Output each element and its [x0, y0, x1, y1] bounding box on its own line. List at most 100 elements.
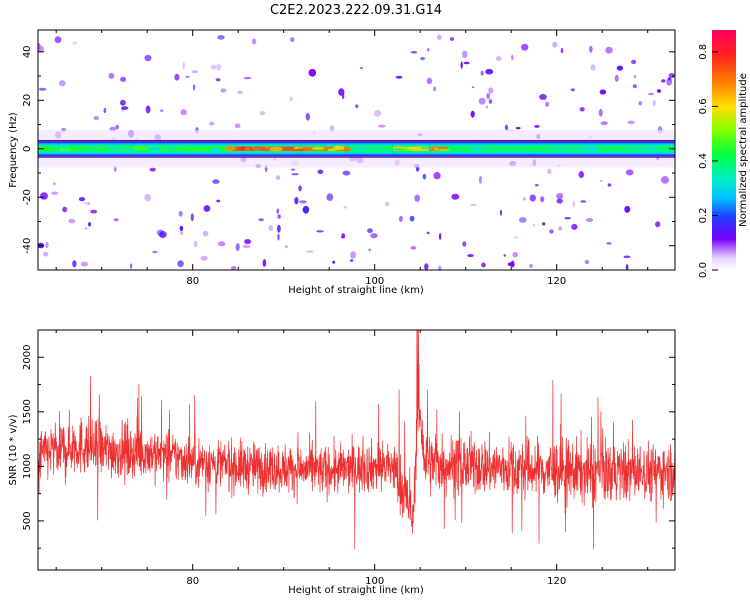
- noise-speckle: [666, 78, 673, 86]
- noise-speckle: [203, 205, 211, 212]
- snr-panel: 80 100 120 500 1000 1500 2000 Height of straig…: [8, 329, 676, 596]
- noise-speckle: [360, 67, 363, 70]
- band-hotspot: [421, 147, 433, 150]
- noise-speckle: [511, 54, 514, 61]
- noise-speckle: [606, 242, 612, 245]
- spectrogram-frame: [37, 29, 676, 271]
- noise-speckle: [515, 126, 521, 130]
- band-hotspot: [44, 147, 54, 151]
- noise-speckle: [218, 241, 226, 247]
- noise-speckle: [341, 93, 345, 100]
- noise-speckle: [235, 243, 240, 252]
- noise-speckle: [572, 200, 576, 208]
- snr-xtick-label: 100: [365, 576, 384, 587]
- colorbar-ramp: [712, 30, 736, 270]
- noise-speckle: [549, 229, 554, 234]
- band-hotspot: [296, 148, 306, 152]
- noise-speckle: [472, 86, 475, 89]
- noise-speckle: [414, 194, 421, 202]
- spectrogram-xlabel: Height of straight line (km): [288, 285, 424, 296]
- noise-speckle: [191, 70, 199, 74]
- noise-speckle: [470, 110, 475, 118]
- noise-speckle: [460, 61, 463, 69]
- noise-speckle: [547, 168, 552, 175]
- spectrogram-panel: 80 100 120 -40 -20 0 20 40 Height of straight l…: [8, 29, 676, 296]
- noise-speckle: [211, 65, 217, 70]
- noise-speckle: [174, 73, 180, 81]
- noise-speckle: [200, 255, 208, 261]
- noise-speckle: [262, 259, 267, 267]
- noise-speckle: [258, 218, 264, 222]
- noise-speckle: [540, 196, 545, 203]
- noise-speckle: [657, 89, 661, 93]
- noise-speckle: [277, 214, 281, 219]
- noise-speckle: [144, 194, 152, 202]
- noise-speckle: [385, 201, 390, 207]
- noise-speckle: [149, 167, 156, 172]
- noise-speckle: [160, 109, 164, 113]
- noise-speckle: [614, 74, 619, 82]
- noise-speckle: [529, 194, 536, 202]
- band-hotspot: [122, 148, 136, 151]
- noise-speckle: [507, 262, 515, 267]
- noise-speckle: [462, 50, 468, 59]
- noise-speckle: [667, 77, 672, 81]
- noise-speckle: [655, 221, 661, 228]
- band-hotspot: [350, 146, 356, 152]
- noise-speckle: [480, 70, 484, 76]
- band-hotspot: [670, 148, 675, 152]
- noise-speckle: [193, 240, 198, 248]
- noise-speckle: [556, 198, 563, 204]
- noise-speckle: [558, 226, 563, 231]
- snr-frame: [37, 329, 676, 571]
- band-hotspot: [643, 147, 657, 152]
- noise-speckle: [544, 97, 546, 101]
- noise-speckle: [113, 166, 117, 172]
- noise-speckle: [80, 261, 89, 267]
- noise-speckle: [84, 227, 88, 231]
- noise-speckle: [624, 205, 631, 213]
- noise-speckle: [88, 222, 91, 227]
- noise-speckle: [532, 224, 535, 227]
- noise-speckle: [367, 228, 373, 234]
- band-layer: [301, 146, 348, 151]
- noise-speckle: [410, 246, 417, 250]
- noise-speckle: [438, 265, 442, 270]
- noise-speckle: [395, 75, 403, 79]
- figure-title: C2E2.2023.222.09.31.G14: [270, 3, 442, 18]
- noise-speckle: [190, 213, 194, 222]
- snr-xlabel: Height of straight line (km): [288, 585, 424, 596]
- noise-speckle: [120, 99, 126, 106]
- colorbar-tick-label: 0.2: [698, 208, 709, 224]
- noise-speckle: [579, 107, 585, 112]
- band-hotspot: [378, 147, 385, 150]
- noise-speckle: [616, 65, 624, 71]
- noise-speckle: [306, 250, 314, 253]
- band-hotspot: [437, 148, 451, 152]
- noise-speckle: [545, 101, 550, 107]
- snr-ytick-label: 2000: [22, 345, 33, 370]
- noise-speckle: [504, 124, 509, 131]
- noise-speckle: [370, 233, 378, 239]
- noise-speckle: [433, 86, 437, 92]
- band-hotspot: [88, 147, 97, 152]
- band-hotspot: [244, 147, 251, 151]
- noise-speckle: [521, 43, 529, 51]
- colorbar-tick-label: 0.0: [698, 262, 709, 278]
- noise-speckle: [289, 96, 293, 102]
- noise-speckle: [43, 252, 49, 257]
- noise-speckle: [54, 36, 62, 44]
- noise-speckle: [534, 183, 539, 187]
- noise-speckle: [341, 233, 346, 239]
- noise-speckle: [217, 35, 225, 40]
- noise-speckle: [426, 77, 433, 85]
- band-layer: [347, 146, 393, 151]
- snr-ytick-label: 1000: [22, 454, 33, 479]
- band-hotspot: [77, 145, 83, 149]
- band-hotspot: [224, 146, 236, 152]
- noise-speckle: [625, 169, 634, 176]
- noise-speckle: [251, 38, 257, 45]
- noise-speckle: [144, 54, 152, 62]
- noise-speckle: [152, 250, 158, 254]
- band-hotspot: [59, 147, 65, 152]
